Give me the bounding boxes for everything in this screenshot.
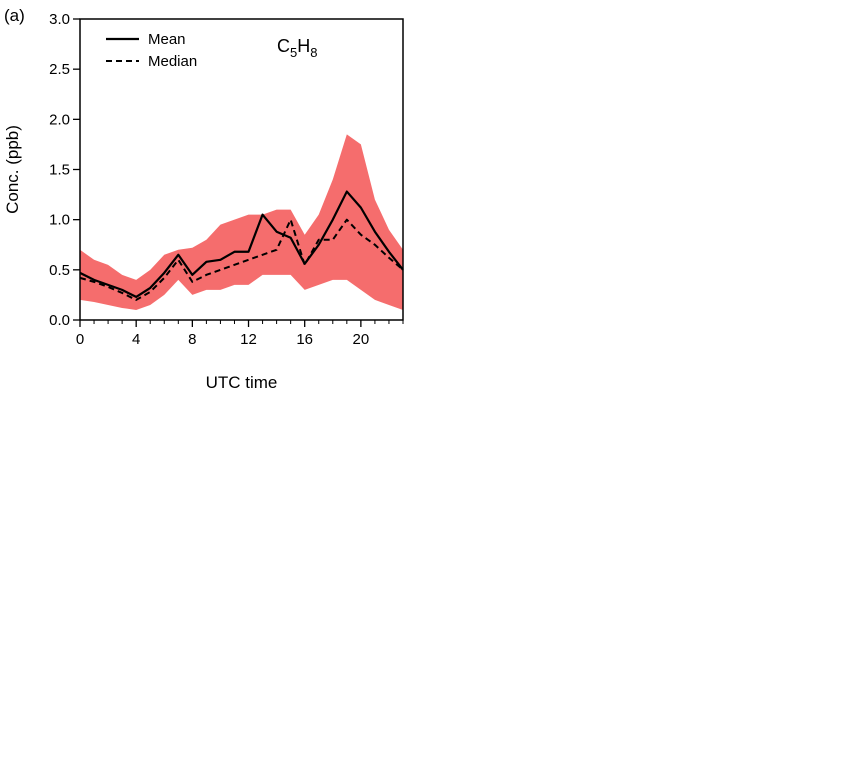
inner-range-band [80, 134, 403, 310]
x-tick-label: 8 [188, 331, 196, 348]
mean-line [79, 190, 404, 299]
y-tick-label: 2.0 [49, 111, 70, 128]
legend-mean-label: Mean [148, 31, 186, 48]
y-tick-label: 0.0 [49, 312, 70, 329]
x-tick-label: 16 [296, 331, 313, 348]
y-tick-label: 0.5 [49, 262, 70, 279]
y-tick-label: 1.5 [49, 162, 70, 179]
y-tick-label: 3.0 [49, 11, 70, 28]
panel-label: (a) [4, 6, 25, 25]
x-axis-title: UTC time [206, 373, 278, 392]
x-tick-label: 0 [76, 331, 84, 348]
x-tick-label: 12 [240, 331, 257, 348]
x-tick-label: 4 [132, 331, 140, 348]
panel-a: 0 4 8 12 16 20 0.0 0.5 1.0 1.5 2.0 2.5 3.0 UTC time Co… [3, 6, 404, 392]
x-tick-label: 20 [353, 331, 370, 348]
legend-median-label: Median [148, 53, 197, 70]
panel-title: C5H8 [277, 36, 317, 60]
y-tick-label: 2.5 [49, 61, 70, 78]
legend: Mean Median [106, 31, 197, 70]
y-tick-label: 1.0 [49, 212, 70, 229]
y-axis-title: Conc. (ppb) [3, 125, 22, 214]
